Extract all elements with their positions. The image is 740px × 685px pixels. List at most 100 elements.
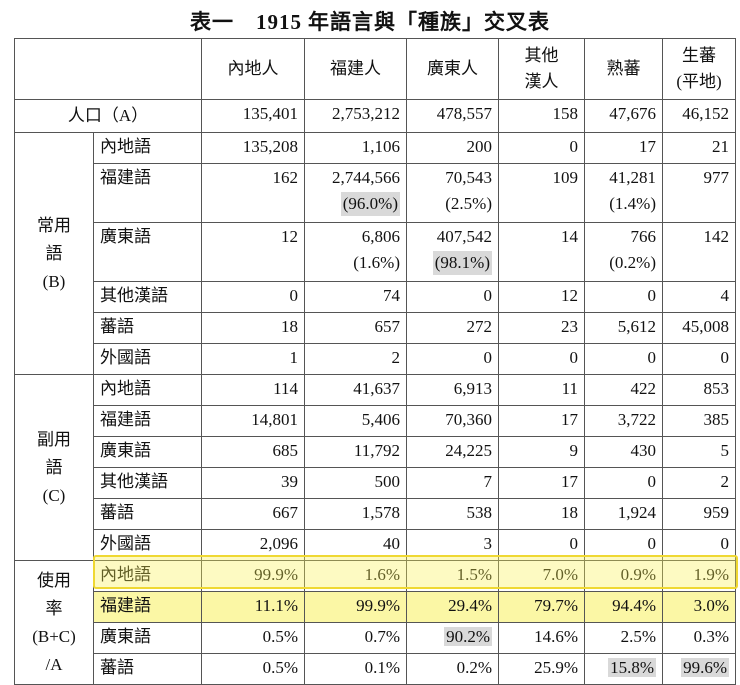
data-cell: 99.9% [304, 591, 407, 623]
data-cell: 90.2% [406, 622, 499, 654]
cell-value: 766 [630, 227, 657, 246]
cell-value: 2,744,566 [332, 168, 400, 187]
data-cell: 0.9% [584, 560, 663, 592]
cell-value: 272 [466, 317, 493, 336]
data-cell: 1.5% [406, 560, 499, 592]
data-cell: 21 [662, 132, 736, 164]
data-cell: 11 [498, 374, 585, 406]
cell-value: 200 [466, 137, 493, 156]
cross-table: 內地人 福建人 廣東人 其他 漢人 熟蕃 生蕃 (平地) 人口（A） 135,401 2,753,2… [14, 38, 736, 685]
cell-percentage: (2.5%) [445, 194, 492, 213]
cell-percentage: (96.0%) [340, 192, 400, 216]
cell-value: 0 [647, 348, 657, 367]
column-header: 其他 漢人 [498, 38, 585, 100]
cell-value: 12 [281, 227, 298, 246]
data-cell: 422 [584, 374, 663, 406]
table-year: 1915 [256, 10, 302, 34]
table-row: 常用語 (B) 內地語 135,208 1,106 200 0 17 21 [14, 132, 736, 375]
data-cell: 0 [584, 281, 663, 313]
data-cell: 0 [662, 529, 736, 561]
group-label-secondary: 副用語 (C) [14, 374, 94, 561]
data-cell: 70,360 [406, 405, 499, 437]
column-header-text: 福建人 [330, 59, 381, 78]
cell-value: 0 [289, 286, 299, 305]
group-label-usage: 使用率 (B+C) /A [14, 560, 94, 685]
data-cell: 11.1% [201, 591, 305, 623]
cell-value: 109 [552, 168, 579, 187]
data-cell: 14 [498, 222, 585, 282]
data-cell: 7 [406, 467, 499, 499]
data-cell: 41,637 [304, 374, 407, 406]
table-row: 福建語 14,801 5,406 70,360 17 3,722 385 [15, 405, 736, 437]
group-label-text: 率 [45, 598, 63, 618]
cell-value: 0 [720, 348, 730, 367]
data-cell: 959 [662, 498, 736, 530]
group-label-text: (B+C) [32, 626, 76, 646]
data-cell: 0.2% [406, 653, 499, 685]
column-header: 內地人 [201, 38, 305, 100]
data-cell: 1,106 [304, 132, 407, 164]
table-row: 使用率 (B+C) /A 內地語 99.9% 1.6% 1.5% 7.0% 0.9% 1.9% [14, 560, 736, 685]
group-label-text: 語 [45, 457, 63, 477]
population-cell: 2,753,212 [304, 99, 407, 133]
data-cell: 0.5% [201, 622, 305, 654]
data-cell: 0.1% [304, 653, 407, 685]
cell-value: 14 [561, 227, 578, 246]
group-label-text: /A [45, 654, 63, 674]
cell-value: 0.1% [364, 658, 400, 677]
cell-value: 142 [703, 227, 730, 246]
column-header-text: 廣東人 [427, 59, 478, 78]
cell-value: 41,281 [609, 168, 656, 187]
data-cell: 3.0% [662, 591, 736, 623]
data-cell: 24,225 [406, 436, 499, 468]
data-cell: 15.8% [584, 653, 663, 685]
group-label-text: (B) [42, 271, 66, 291]
table-row: 副用語 (C) 內地語 114 41,637 6,913 11 422 853 [14, 374, 736, 561]
table-row: 蕃語 667 1,578 538 18 1,924 959 [15, 498, 736, 530]
column-header-text: 內地人 [227, 59, 279, 78]
column-header: 生蕃 (平地) [662, 38, 736, 100]
cell-value: 6,806 [361, 227, 400, 246]
table-row: 外國語 2,096 40 3 0 0 0 [15, 529, 736, 561]
data-cell: 40 [304, 529, 407, 561]
language-label: 蕃語 [93, 653, 202, 685]
data-cell: 5,612 [584, 312, 663, 344]
data-cell: 538 [406, 498, 499, 530]
cell-value: 70,543 [445, 168, 492, 187]
data-cell: 23 [498, 312, 585, 344]
data-cell: 500 [304, 467, 407, 499]
cell-value: 0.5% [262, 627, 298, 646]
data-cell: 135,208 [201, 132, 305, 164]
table-row: 廣東語 12 6,806 (1.6%) 407,542 (98.1%) 14 766 (0.2%… [15, 222, 736, 282]
language-label: 蕃語 [93, 498, 202, 530]
language-label: 內地語 [93, 560, 202, 592]
data-cell: 2 [304, 343, 407, 375]
data-cell: 25.9% [498, 653, 585, 685]
data-cell: 29.4% [406, 591, 499, 623]
data-cell: 977 [662, 163, 736, 223]
population-cell: 46,152 [662, 99, 736, 133]
group-label-text: 使用 [37, 570, 71, 590]
cell-value: 12 [561, 286, 578, 305]
cell-value: 0 [569, 137, 579, 156]
cell-percentage: (1.4%) [609, 194, 656, 213]
data-cell: 766 (0.2%) [584, 222, 663, 282]
data-cell: 0.7% [304, 622, 407, 654]
cell-value: 2 [391, 348, 401, 367]
cell-value: 17 [639, 137, 656, 156]
data-cell: 0 [498, 529, 585, 561]
data-cell: 2 [662, 467, 736, 499]
data-cell: 6,806 (1.6%) [304, 222, 407, 282]
data-cell: 6,913 [406, 374, 499, 406]
cell-value: 0.5% [262, 658, 298, 677]
cell-value: 0.7% [364, 627, 400, 646]
table-label: 表一 [190, 9, 234, 34]
data-cell: 94.4% [584, 591, 663, 623]
data-cell: 0 [584, 529, 663, 561]
group-label-common: 常用語 (B) [14, 132, 94, 375]
column-header-text: 生蕃 [682, 46, 716, 65]
data-cell: 3 [406, 529, 499, 561]
group-label-text: 常用 [37, 215, 71, 235]
data-cell: 200 [406, 132, 499, 164]
data-cell: 14,801 [201, 405, 305, 437]
